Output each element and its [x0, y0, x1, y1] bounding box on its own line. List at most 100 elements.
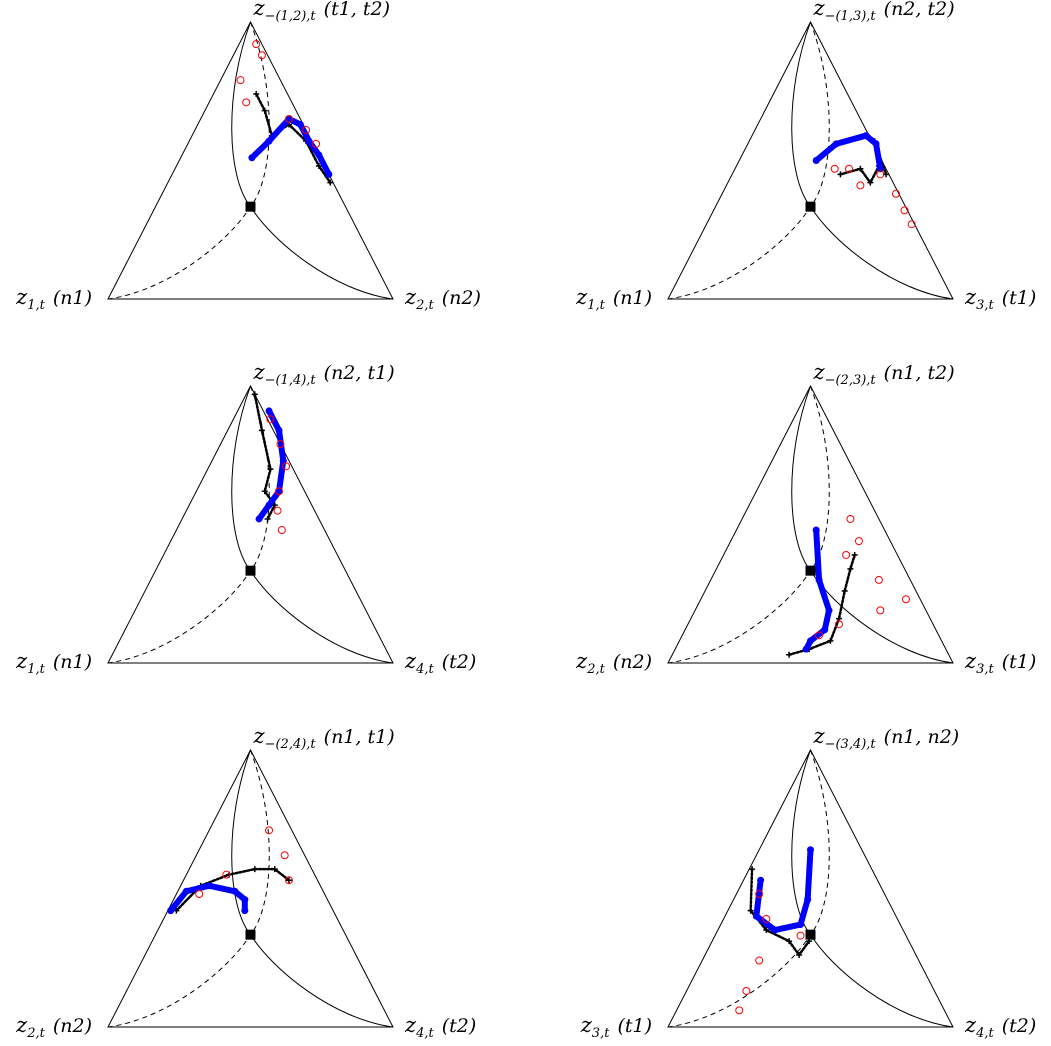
centroid: [805, 201, 816, 212]
label-tag: (t1): [1002, 287, 1037, 309]
triangle: [667, 748, 954, 1028]
point: [265, 501, 273, 509]
point: [275, 487, 283, 496]
label-tag: (t1, t2): [324, 0, 390, 20]
point: [812, 157, 820, 164]
label-subscript: 3,t: [976, 298, 994, 313]
label-symbol: z: [404, 1013, 417, 1037]
point: [261, 107, 268, 114]
point: [255, 515, 263, 523]
vertex-label: z4,t (t2): [404, 1013, 476, 1041]
trajectory: [813, 132, 884, 172]
point: [265, 137, 273, 145]
point: [832, 140, 840, 148]
label-subscript: 1,t: [27, 298, 45, 313]
point: [265, 826, 274, 835]
point: [280, 851, 289, 860]
point: [835, 620, 843, 629]
point: [841, 587, 848, 594]
point: [253, 91, 260, 98]
solid-arc: [791, 385, 954, 664]
triangle: [667, 20, 954, 300]
point: [771, 926, 779, 934]
label-symbol: z: [964, 1013, 977, 1037]
label-subscript: 2,t: [26, 1026, 45, 1041]
label-tag: (n2): [442, 287, 481, 309]
point: [857, 165, 864, 172]
trajectory: [749, 867, 811, 957]
point: [276, 440, 285, 449]
solid-arc: [231, 749, 394, 1028]
ternary-panel: z−(2,3),t (n1, t2)z2,t (n2) z3,t (t1): [575, 360, 1036, 677]
point: [296, 120, 304, 128]
point: [763, 927, 770, 934]
point: [856, 181, 865, 190]
point: [312, 139, 321, 148]
dashed-arc: [107, 385, 270, 664]
label-symbol: z: [813, 724, 826, 748]
label-symbol: z: [580, 1013, 593, 1037]
point: [802, 645, 810, 653]
label-tag: (n2): [613, 651, 652, 673]
point: [742, 986, 751, 995]
label-symbol: z: [813, 0, 826, 20]
point: [302, 126, 311, 135]
point: [251, 866, 258, 873]
point: [195, 890, 204, 899]
point: [257, 51, 266, 60]
point: [797, 921, 805, 929]
point: [842, 550, 851, 559]
solid-arc: [791, 749, 954, 1028]
centroid: [245, 565, 256, 576]
point: [786, 938, 793, 945]
label-subscript: 1,t: [27, 662, 45, 677]
label-tag: (n2): [53, 1015, 92, 1037]
point: [815, 576, 823, 584]
vertex-label: z3,t (t1): [580, 1013, 652, 1041]
point: [167, 907, 175, 915]
label-symbol: z: [15, 1013, 28, 1037]
triangle: [107, 748, 394, 1028]
point: [305, 137, 313, 145]
vertex-label: z1,t (n1): [575, 285, 652, 313]
ternary-panel: z−(3,4),t (n1, n2)z3,t (t1) z4,t (t2): [580, 724, 1037, 1041]
point: [241, 907, 249, 915]
label-symbol: z: [404, 285, 417, 309]
vertex-label: z−(1,4),t (n2, t1): [253, 360, 395, 388]
vertex-label: z2,t (n2): [404, 285, 481, 313]
label-tag: (n2, t1): [324, 362, 395, 384]
label-subscript: 4,t: [415, 662, 434, 677]
label-tag: (n1): [53, 287, 92, 309]
point: [825, 606, 833, 614]
point: [854, 537, 863, 546]
dashed-arc: [107, 21, 270, 300]
point: [821, 626, 829, 634]
point: [812, 526, 820, 534]
point: [901, 595, 910, 604]
vertex-label: z4,t (t2): [964, 1013, 1036, 1041]
label-subscript: 1,t: [587, 298, 605, 313]
point: [271, 866, 278, 873]
triangle: [667, 384, 954, 664]
vertex-label: z−(1,3),t (n2, t2): [813, 0, 955, 24]
point: [242, 98, 251, 107]
point: [251, 391, 258, 398]
dashed-arc: [667, 749, 830, 1028]
label-tag: (t2): [442, 1015, 477, 1037]
label-symbol: z: [404, 649, 417, 673]
ternary-panel: z−(1,3),t (n2, t2)z1,t (n1) z3,t (t1): [575, 0, 1036, 313]
label-subscript: 4,t: [975, 1026, 994, 1041]
point: [755, 890, 764, 899]
point: [325, 170, 333, 178]
label-symbol: z: [253, 0, 266, 20]
label-tag: (t2): [1002, 1015, 1037, 1037]
vertex-label: z3,t (t1): [964, 649, 1036, 677]
ternary-panel: z−(1,2),t (t1, t2)z1,t (n1) z2,t (n2): [15, 0, 481, 313]
point: [275, 426, 283, 434]
label-tag: (n1): [613, 287, 652, 309]
vertex-label: z1,t (n1): [15, 285, 92, 313]
centroid: [245, 929, 256, 940]
point: [804, 896, 812, 904]
point: [847, 565, 854, 572]
